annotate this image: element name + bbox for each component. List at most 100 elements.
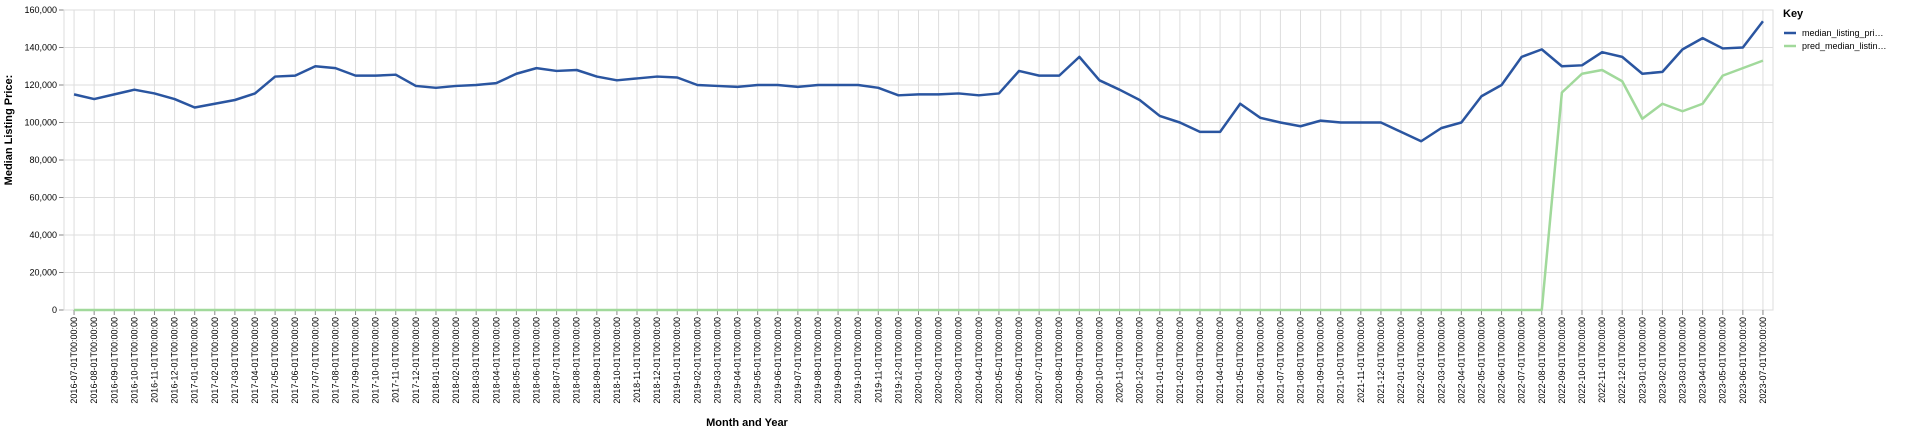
x-tick-label: 2023-03-01T00:00:00 (1678, 317, 1688, 404)
x-tick-label: 2021-10-01T00:00:00 (1336, 317, 1346, 404)
y-tick-label: 20,000 (29, 268, 57, 278)
x-tick-label: 2020-01-01T00:00:00 (914, 317, 924, 404)
x-tick-label: 2017-05-01T00:00:00 (270, 317, 280, 404)
x-tick-label: 2019-08-01T00:00:00 (813, 317, 823, 404)
x-tick-label: 2022-12-01T00:00:00 (1617, 317, 1627, 404)
x-tick-label: 2021-08-01T00:00:00 (1296, 317, 1306, 404)
y-tick-label: 100,000 (24, 118, 57, 128)
x-tick-label: 2019-02-01T00:00:00 (692, 317, 702, 404)
x-tick-label: 2016-12-01T00:00:00 (170, 317, 180, 404)
x-tick-label: 2017-01-01T00:00:00 (190, 317, 200, 404)
x-tick-label: 2021-06-01T00:00:00 (1255, 317, 1265, 404)
x-tick-label: 2021-11-01T00:00:00 (1356, 317, 1366, 403)
legend-title: Key (1783, 8, 1804, 20)
legend-label: median_listing_pri… (1802, 28, 1884, 38)
x-tick-label: 2020-12-01T00:00:00 (1135, 317, 1145, 404)
x-tick-label: 2019-12-01T00:00:00 (893, 317, 903, 404)
x-tick-label: 2018-12-01T00:00:00 (652, 317, 662, 404)
x-tick-label: 2022-06-01T00:00:00 (1497, 317, 1507, 404)
x-tick-label: 2017-08-01T00:00:00 (330, 317, 340, 404)
x-tick-label: 2017-04-01T00:00:00 (250, 317, 260, 404)
x-tick-label: 2020-02-01T00:00:00 (934, 317, 944, 404)
x-tick-label: 2022-10-01T00:00:00 (1577, 317, 1587, 404)
legend-label: pred_median_listin… (1802, 41, 1887, 51)
series-line (74, 59, 1764, 312)
x-tick-label: 2017-02-01T00:00:00 (210, 317, 220, 404)
x-tick-label: 2017-07-01T00:00:00 (310, 317, 320, 404)
x-tick-label: 2018-10-01T00:00:00 (612, 317, 622, 404)
x-tick-label: 2019-11-01T00:00:00 (873, 317, 883, 403)
y-tick-label: 60,000 (29, 193, 57, 203)
y-tick-label: 120,000 (24, 80, 57, 90)
x-axis-title: Month and Year (706, 417, 788, 429)
x-tick-label: 2018-06-01T00:00:00 (531, 317, 541, 404)
x-tick-label: 2019-04-01T00:00:00 (733, 317, 743, 404)
x-tick-label: 2017-03-01T00:00:00 (230, 317, 240, 404)
x-tick-label: 2022-02-01T00:00:00 (1416, 317, 1426, 404)
x-tick-label: 2022-07-01T00:00:00 (1517, 317, 1527, 404)
x-tick-label: 2021-01-01T00:00:00 (1155, 317, 1165, 404)
x-tick-label: 2019-10-01T00:00:00 (853, 317, 863, 404)
x-tick-label: 2019-05-01T00:00:00 (753, 317, 763, 404)
x-tick-label: 2016-07-01T00:00:00 (69, 317, 79, 404)
x-tick-label: 2017-06-01T00:00:00 (290, 317, 300, 404)
x-tick-label: 2021-07-01T00:00:00 (1275, 317, 1285, 404)
x-tick-label: 2020-07-01T00:00:00 (1034, 317, 1044, 404)
x-tick-label: 2017-12-01T00:00:00 (411, 317, 421, 404)
x-tick-label: 2021-09-01T00:00:00 (1316, 317, 1326, 404)
x-tick-label: 2019-07-01T00:00:00 (793, 317, 803, 404)
x-tick-label: 2018-01-01T00:00:00 (431, 317, 441, 404)
y-axis-title: Median Listing Price: (3, 75, 15, 186)
x-tick-label: 2023-02-01T00:00:00 (1657, 317, 1667, 404)
x-tick-label: 2021-03-01T00:00:00 (1195, 317, 1205, 404)
x-tick-label: 2022-09-01T00:00:00 (1557, 317, 1567, 404)
x-tick-label: 2022-01-01T00:00:00 (1396, 317, 1406, 404)
x-tick-label: 2021-12-01T00:00:00 (1376, 317, 1386, 404)
x-tick-label: 2020-03-01T00:00:00 (954, 317, 964, 404)
y-tick-label: 160,000 (24, 5, 57, 15)
x-tick-label: 2023-04-01T00:00:00 (1698, 317, 1708, 404)
y-tick-label: 140,000 (24, 43, 57, 53)
x-tick-label: 2021-04-01T00:00:00 (1215, 317, 1225, 404)
y-tick-label: 0 (52, 305, 57, 315)
x-tick-label: 2018-03-01T00:00:00 (471, 317, 481, 404)
x-tick-label: 2020-10-01T00:00:00 (1094, 317, 1104, 404)
x-tick-label: 2018-05-01T00:00:00 (511, 317, 521, 404)
x-tick-label: 2019-06-01T00:00:00 (773, 317, 783, 404)
x-tick-label: 2018-08-01T00:00:00 (572, 317, 582, 404)
x-tick-label: 2019-03-01T00:00:00 (712, 317, 722, 404)
series-line (73, 20, 1764, 143)
x-tick-label: 2023-07-01T00:00:00 (1758, 317, 1768, 404)
x-tick-label: 2020-05-01T00:00:00 (994, 317, 1004, 404)
y-tick-label: 80,000 (29, 155, 57, 165)
x-tick-label: 2018-02-01T00:00:00 (451, 317, 461, 404)
x-tick-label: 2020-06-01T00:00:00 (1014, 317, 1024, 404)
x-tick-label: 2017-10-01T00:00:00 (371, 317, 381, 404)
x-tick-label: 2018-04-01T00:00:00 (491, 317, 501, 404)
x-tick-label: 2016-08-01T00:00:00 (89, 317, 99, 404)
x-tick-label: 2021-05-01T00:00:00 (1235, 317, 1245, 404)
x-tick-label: 2022-05-01T00:00:00 (1476, 317, 1486, 404)
x-tick-label: 2018-11-01T00:00:00 (632, 317, 642, 403)
x-tick-label: 2022-03-01T00:00:00 (1436, 317, 1446, 404)
x-tick-label: 2016-11-01T00:00:00 (149, 317, 159, 403)
x-tick-label: 2018-09-01T00:00:00 (592, 317, 602, 404)
x-tick-label: 2016-10-01T00:00:00 (129, 317, 139, 404)
x-tick-label: 2020-04-01T00:00:00 (974, 317, 984, 404)
x-tick-label: 2016-09-01T00:00:00 (109, 317, 119, 404)
x-tick-label: 2020-09-01T00:00:00 (1074, 317, 1084, 404)
x-tick-label: 2017-09-01T00:00:00 (351, 317, 361, 404)
x-tick-label: 2022-04-01T00:00:00 (1456, 317, 1466, 404)
x-tick-label: 2023-01-01T00:00:00 (1637, 317, 1647, 404)
y-tick-label: 40,000 (29, 230, 57, 240)
x-tick-label: 2021-02-01T00:00:00 (1175, 317, 1185, 404)
x-tick-label: 2017-11-01T00:00:00 (391, 317, 401, 403)
x-tick-label: 2019-01-01T00:00:00 (672, 317, 682, 404)
x-tick-label: 2023-05-01T00:00:00 (1718, 317, 1728, 404)
x-tick-label: 2018-07-01T00:00:00 (552, 317, 562, 404)
x-tick-label: 2019-09-01T00:00:00 (833, 317, 843, 404)
x-tick-label: 2022-08-01T00:00:00 (1537, 317, 1547, 404)
x-tick-label: 2020-11-01T00:00:00 (1115, 317, 1125, 403)
x-tick-label: 2020-08-01T00:00:00 (1054, 317, 1064, 404)
